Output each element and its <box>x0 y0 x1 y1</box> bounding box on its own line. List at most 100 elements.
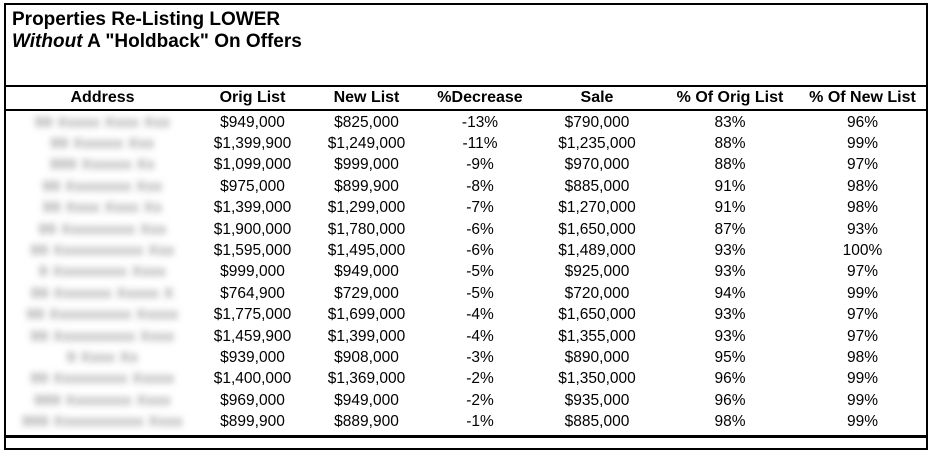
pct-of-orig-cell: 87% <box>714 220 746 238</box>
decrease-cell: -4% <box>466 327 494 345</box>
sale-cell: $925,000 <box>564 263 630 281</box>
table-row: 99 Xxxx Xxxx Xx $1,399,000 $1,299,000 -7… <box>6 198 926 219</box>
pct-of-new-cell: 98% <box>846 348 879 366</box>
address-cell: 99 Xxxx Xxxx Xx <box>6 199 199 217</box>
table-row: 9 Xxxx Xx $939,000 $908,000 -3% $890,000… <box>6 347 926 368</box>
address-cell: 99 Xxxxxxxx Xxx <box>6 178 199 196</box>
decrease-cell: -5% <box>466 263 494 281</box>
pct-of-orig-cell: 95% <box>714 348 746 366</box>
pct-of-new-cell: 96% <box>846 113 879 131</box>
col-header-decrease: %Decrease <box>437 89 523 106</box>
pct-of-orig-cell: 93% <box>714 263 746 281</box>
pct-of-new-cell: 99% <box>846 135 879 153</box>
orig-list-cell: $939,000 <box>220 348 285 366</box>
table-row: 99 Xxxxxxxx Xxx $975,000 $899,900 -8% $8… <box>6 176 926 197</box>
col-header-orig-list: Orig List <box>219 89 286 106</box>
col-header-pct-of-new: % Of New List <box>809 89 916 106</box>
pct-of-new-cell: 98% <box>846 199 879 217</box>
col-header-address: Address <box>70 89 135 106</box>
address-redacted-blur: 99 Xxxxx Xxxx Xxx <box>34 113 171 131</box>
report-frame: Properties Re-Listing LOWER Without A "H… <box>4 3 928 450</box>
title-block: Properties Re-Listing LOWER Without A "H… <box>12 9 302 53</box>
pct-of-orig-cell: 94% <box>714 284 746 302</box>
address-redacted-blur: 99 Xxxxxxxxxx Xxxx <box>30 327 175 345</box>
new-list-cell: $729,000 <box>334 284 399 302</box>
new-list-cell: $899,900 <box>334 177 399 195</box>
pct-of-orig-cell: 91% <box>714 177 746 195</box>
decrease-cell: -4% <box>466 306 494 324</box>
orig-list-cell: $1,775,000 <box>213 306 292 324</box>
address-redacted-blur: 99 Xxxxxx Xxx <box>50 135 155 153</box>
address-redacted-blur: 99 Xxxxxxxxxxx Xxx <box>30 242 175 260</box>
address-redacted-blur: 999 Xxxxxx Xx <box>50 156 155 174</box>
decrease-cell: -2% <box>466 370 494 388</box>
new-list-cell: $825,000 <box>334 113 399 131</box>
pct-of-new-cell: 99% <box>846 391 879 409</box>
pct-of-new-cell: 99% <box>846 370 879 388</box>
decrease-cell: -7% <box>466 199 494 217</box>
new-list-cell: $1,399,000 <box>327 327 406 345</box>
address-cell: 99 Xxxxxxxxxx Xxxx <box>6 328 199 346</box>
pct-of-new-cell: 98% <box>846 177 879 195</box>
orig-list-cell: $975,000 <box>220 177 285 195</box>
sale-cell: $970,000 <box>564 156 630 174</box>
address-redacted-blur: 9 Xxxxxxxxx Xxxx <box>38 263 167 281</box>
pct-of-orig-cell: 98% <box>714 413 746 431</box>
orig-list-cell: $1,595,000 <box>213 242 292 260</box>
sale-cell: $1,270,000 <box>558 199 636 217</box>
address-redacted-blur: 99 Xxxxxxxxxx Xxxxx <box>26 306 179 324</box>
decrease-cell: -6% <box>466 242 494 260</box>
pct-of-orig-cell: 83% <box>714 113 746 131</box>
sale-cell: $1,650,000 <box>558 306 636 324</box>
new-list-cell: $1,299,000 <box>327 199 406 217</box>
col-header-pct-of-orig: % Of Orig List <box>676 89 784 106</box>
address-cell: 99 Xxxxxxxxx Xxxxx <box>6 370 199 388</box>
sale-cell: $890,000 <box>564 348 630 366</box>
pct-of-orig-cell: 91% <box>714 199 746 217</box>
address-cell: 9 Xxxx Xx <box>6 349 199 367</box>
address-redacted-blur: 999 Xxxxxxxxxxx Xxxx <box>22 413 183 431</box>
new-list-cell: $1,249,000 <box>327 135 406 153</box>
orig-list-cell: $764,900 <box>220 284 285 302</box>
table-row: 999 Xxxxxx Xx $1,099,000 $999,000 -9% $9… <box>6 155 926 176</box>
table-row: 999 Xxxxxxxx Xxxx $969,000 $949,000 -2% … <box>6 390 926 411</box>
address-redacted-blur: 99 Xxxxxxxxx Xxxxx <box>30 370 175 388</box>
table-row: 99 Xxxxxxx Xxxxx X $764,900 $729,000 -5%… <box>6 283 926 304</box>
pct-of-new-cell: 97% <box>846 306 879 324</box>
table-row: 99 Xxxxxxxxxx Xxxxx $1,775,000 $1,699,00… <box>6 305 926 326</box>
decrease-cell: -13% <box>461 113 499 131</box>
table-header-row: Address Orig List New List %Decrease Sal… <box>6 85 926 111</box>
orig-list-cell: $1,400,000 <box>213 370 292 388</box>
table-row: 99 Xxxxxxxxx Xxx $1,900,000 $1,780,000 -… <box>6 219 926 240</box>
address-cell: 999 Xxxxxx Xx <box>6 156 199 174</box>
title-italic-word: Without <box>12 31 83 52</box>
decrease-cell: -2% <box>466 391 494 409</box>
new-list-cell: $889,900 <box>334 413 399 431</box>
decrease-cell: -8% <box>466 177 494 195</box>
address-redacted-blur: 99 Xxxxxxxx Xxx <box>42 177 163 195</box>
decrease-cell: -11% <box>462 135 498 153</box>
address-redacted-blur: 999 Xxxxxxxx Xxxx <box>34 391 171 409</box>
address-cell: 99 Xxxxxxxxxxx Xxx <box>6 242 199 260</box>
new-list-cell: $999,000 <box>334 156 399 174</box>
sale-cell: $1,489,000 <box>558 242 636 260</box>
new-list-cell: $908,000 <box>334 348 399 366</box>
report-title-line2: Without A "Holdback" On Offers <box>12 31 302 53</box>
col-header-sale: Sale <box>580 89 614 106</box>
orig-list-cell: $1,399,900 <box>213 135 292 153</box>
pct-of-orig-cell: 88% <box>714 135 746 153</box>
address-redacted-blur: 99 Xxxxxxx Xxxxx X <box>30 284 175 302</box>
pct-of-orig-cell: 93% <box>714 306 746 324</box>
decrease-cell: -5% <box>466 284 494 302</box>
orig-list-cell: $969,000 <box>220 391 285 409</box>
new-list-cell: $1,780,000 <box>327 220 406 238</box>
address-cell: 999 Xxxxxxxxxxx Xxxx <box>6 413 199 431</box>
sale-cell: $935,000 <box>564 391 630 409</box>
sale-cell: $885,000 <box>564 413 630 431</box>
decrease-cell: -1% <box>466 413 494 431</box>
pct-of-new-cell: 99% <box>846 413 879 431</box>
orig-list-cell: $1,399,000 <box>213 199 292 217</box>
new-list-cell: $1,495,000 <box>327 242 406 260</box>
new-list-cell: $949,000 <box>334 263 399 281</box>
